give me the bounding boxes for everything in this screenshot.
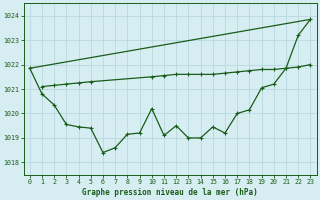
- X-axis label: Graphe pression niveau de la mer (hPa): Graphe pression niveau de la mer (hPa): [82, 188, 258, 197]
